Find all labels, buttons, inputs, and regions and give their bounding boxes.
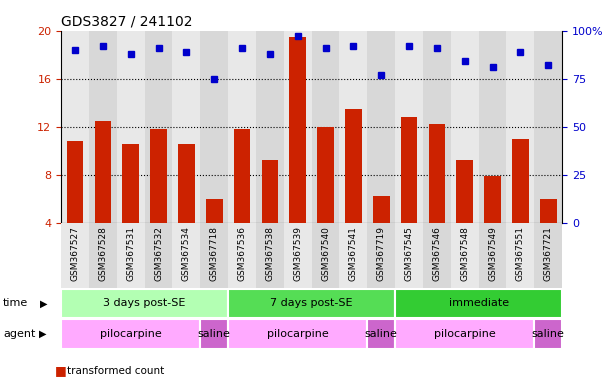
Text: saline: saline <box>532 329 565 339</box>
Bar <box>395 223 423 288</box>
Bar <box>200 223 228 288</box>
Bar <box>423 223 451 288</box>
Bar <box>373 196 390 223</box>
Text: GSM367539: GSM367539 <box>293 226 302 281</box>
Bar <box>340 31 367 223</box>
Bar <box>172 31 200 223</box>
Bar <box>540 199 557 223</box>
Text: pilocarpine: pilocarpine <box>267 329 329 339</box>
Text: saline: saline <box>198 329 230 339</box>
Text: immediate: immediate <box>448 298 509 308</box>
Text: GSM367546: GSM367546 <box>433 226 441 281</box>
Bar <box>484 176 501 223</box>
Bar <box>228 31 256 223</box>
Text: GSM367527: GSM367527 <box>70 226 79 281</box>
Bar <box>262 161 278 223</box>
Text: GSM367551: GSM367551 <box>516 226 525 281</box>
Bar <box>89 223 117 288</box>
Bar <box>61 319 200 349</box>
Bar <box>117 223 145 288</box>
Text: GDS3827 / 241102: GDS3827 / 241102 <box>61 14 192 28</box>
Text: agent: agent <box>3 329 35 339</box>
Bar <box>178 144 195 223</box>
Bar <box>61 289 228 318</box>
Bar <box>145 31 172 223</box>
Bar <box>534 223 562 288</box>
Bar <box>534 31 562 223</box>
Text: GSM367538: GSM367538 <box>265 226 274 281</box>
Bar <box>507 31 534 223</box>
Text: saline: saline <box>365 329 398 339</box>
Text: ■: ■ <box>55 364 67 377</box>
Bar <box>256 223 284 288</box>
Text: GSM367718: GSM367718 <box>210 226 219 281</box>
Text: pilocarpine: pilocarpine <box>100 329 161 339</box>
Bar <box>145 223 172 288</box>
Text: GSM367548: GSM367548 <box>460 226 469 281</box>
Bar <box>345 109 362 223</box>
Bar <box>395 319 534 349</box>
Bar <box>200 31 228 223</box>
Bar <box>89 31 117 223</box>
Text: GSM367545: GSM367545 <box>404 226 414 281</box>
Bar <box>228 289 395 318</box>
Bar <box>117 31 145 223</box>
Bar <box>340 223 367 288</box>
Bar <box>451 223 478 288</box>
Bar <box>61 31 89 223</box>
Bar <box>284 223 312 288</box>
Text: GSM367534: GSM367534 <box>182 226 191 281</box>
Bar <box>534 319 562 349</box>
Text: 7 days post-SE: 7 days post-SE <box>270 298 353 308</box>
Bar <box>456 161 473 223</box>
Text: GSM367719: GSM367719 <box>377 226 386 281</box>
Bar <box>312 223 340 288</box>
Text: GSM367549: GSM367549 <box>488 226 497 281</box>
Bar <box>395 289 562 318</box>
Bar <box>95 121 111 223</box>
Bar <box>67 141 83 223</box>
Bar <box>395 31 423 223</box>
Text: 3 days post-SE: 3 days post-SE <box>103 298 186 308</box>
Bar <box>428 124 445 223</box>
Text: ▶: ▶ <box>38 329 46 339</box>
Bar <box>256 31 284 223</box>
Text: GSM367536: GSM367536 <box>238 226 246 281</box>
Text: pilocarpine: pilocarpine <box>434 329 496 339</box>
Bar <box>228 319 367 349</box>
Text: GSM367541: GSM367541 <box>349 226 358 281</box>
Bar <box>150 129 167 223</box>
Bar <box>367 223 395 288</box>
Bar <box>478 31 507 223</box>
Text: transformed count: transformed count <box>67 366 164 376</box>
Bar <box>228 223 256 288</box>
Text: GSM367531: GSM367531 <box>126 226 135 281</box>
Bar <box>290 37 306 223</box>
Bar <box>367 31 395 223</box>
Text: GSM367532: GSM367532 <box>154 226 163 281</box>
Text: GSM367540: GSM367540 <box>321 226 330 281</box>
Bar <box>401 117 417 223</box>
Bar <box>367 319 395 349</box>
Bar <box>423 31 451 223</box>
Bar <box>312 31 340 223</box>
Bar <box>200 319 228 349</box>
Bar <box>206 199 222 223</box>
Text: ▶: ▶ <box>40 298 47 308</box>
Bar <box>451 31 478 223</box>
Bar <box>512 139 529 223</box>
Bar <box>284 31 312 223</box>
Bar <box>317 127 334 223</box>
Text: time: time <box>3 298 28 308</box>
Bar <box>122 144 139 223</box>
Bar <box>507 223 534 288</box>
Text: GSM367721: GSM367721 <box>544 226 553 281</box>
Bar <box>61 223 89 288</box>
Bar <box>172 223 200 288</box>
Bar <box>478 223 507 288</box>
Bar <box>233 129 251 223</box>
Text: GSM367528: GSM367528 <box>98 226 108 281</box>
